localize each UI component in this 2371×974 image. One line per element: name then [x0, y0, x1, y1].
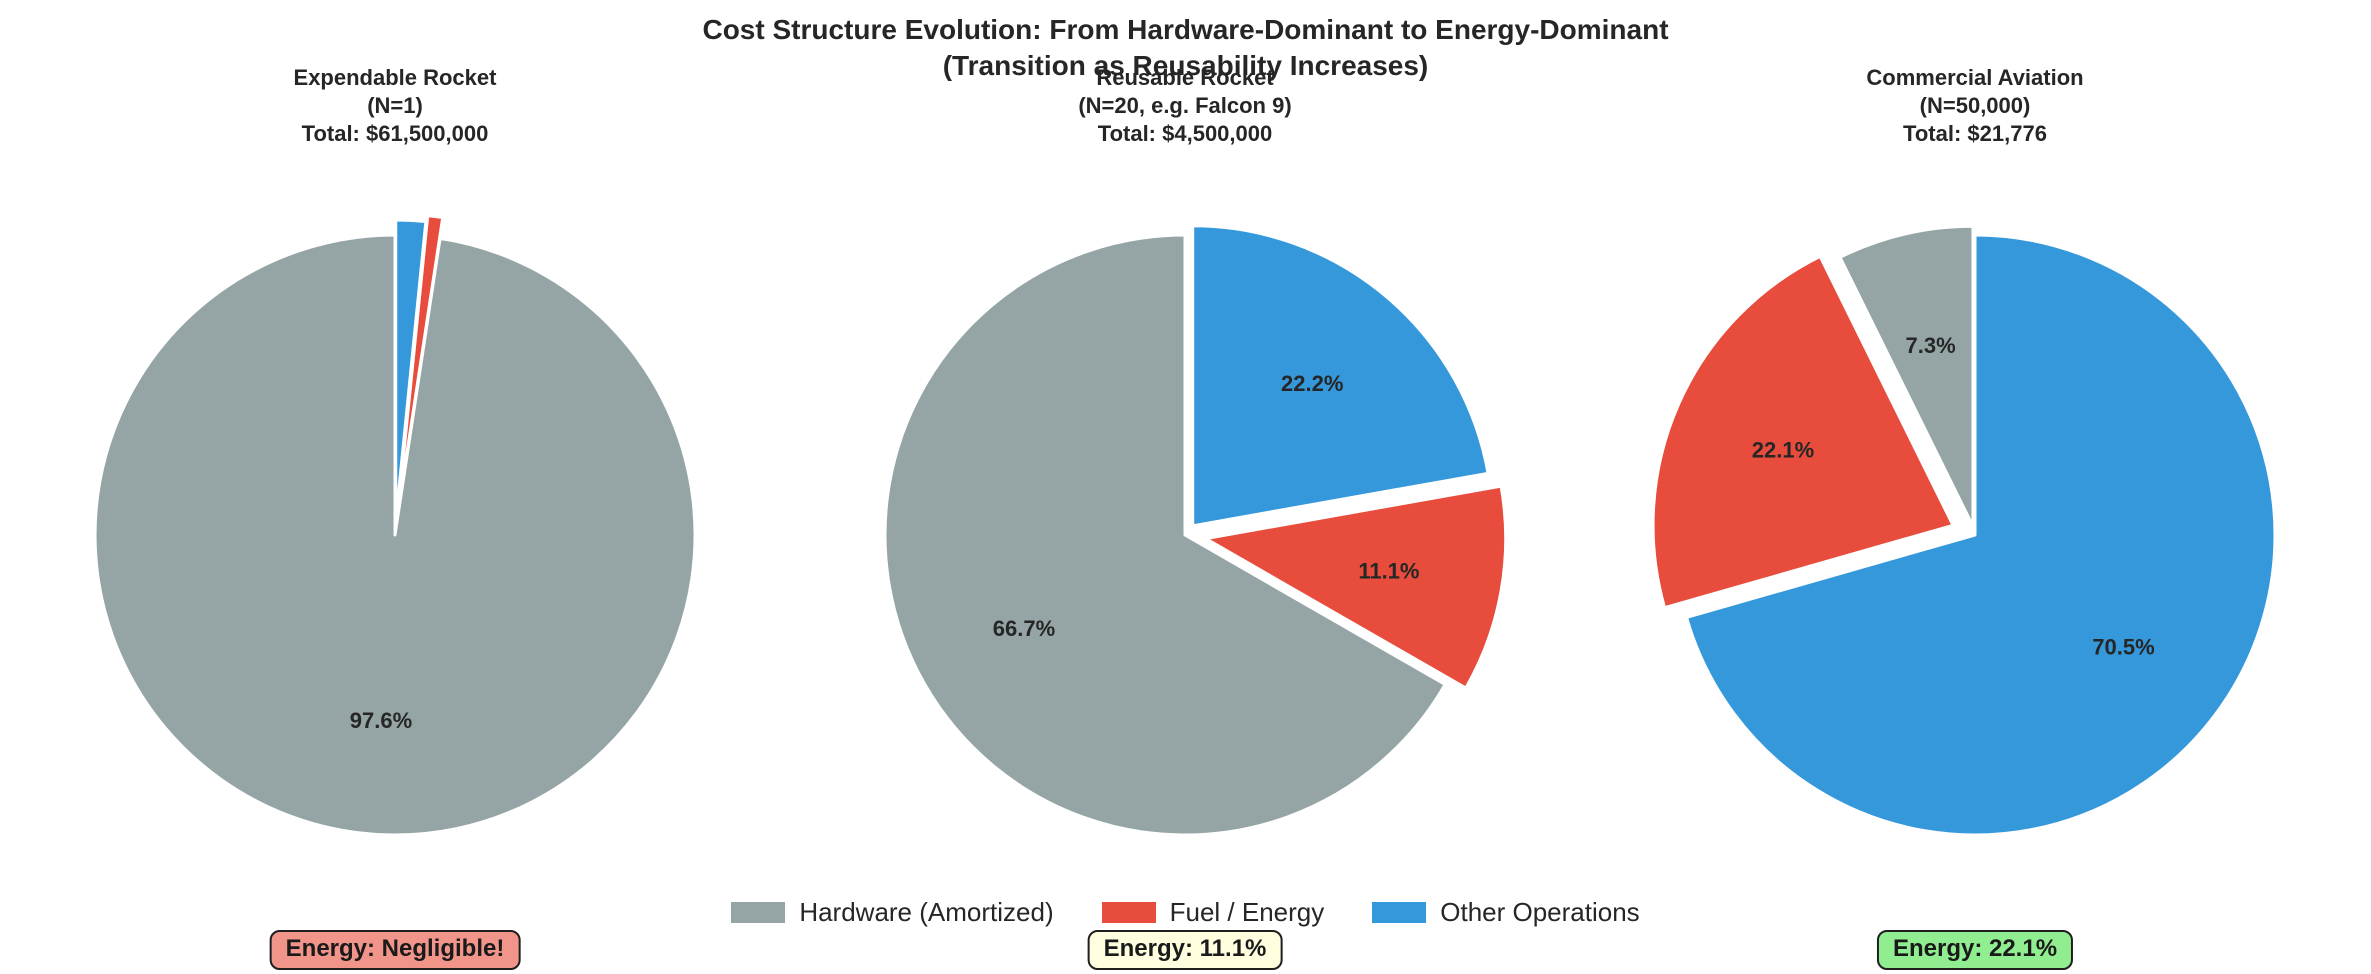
- annotation-energy-11-1: Energy: 11.1%: [1087, 930, 1283, 970]
- legend-item-fuel-energy: Fuel / Energy: [1101, 897, 1325, 928]
- legend-swatch-fuel-energy: [1101, 902, 1156, 923]
- subplot-title-line: Reusable Rocket: [1096, 65, 1274, 90]
- pie-slice-other-operations: [394, 218, 428, 522]
- pct-label: 97.6%: [350, 708, 412, 733]
- pie-chart-commercial-aviation: 7.3% 22.1% 70.5%: [1651, 224, 2277, 837]
- subplot-n-line: (N=50,000): [1919, 93, 2031, 118]
- legend-swatch-other-operations: [1372, 902, 1427, 923]
- pie-slice-hardware-amortized: [93, 233, 697, 837]
- subplot-total-line: Total: $4,500,000: [1097, 121, 1273, 146]
- subplot-title-expendable: Expendable Rocket (N=1) Total: $61,500,0…: [45, 64, 745, 148]
- subplot-total-line: Total: $21,776: [1903, 121, 2047, 146]
- subplot-n-line: (N=1): [367, 93, 423, 118]
- figure-title-line1: Cost Structure Evolution: From Hardware-…: [702, 14, 1669, 45]
- subplot-reusable-rocket: Reusable Rocket (N=20, e.g. Falcon 9) To…: [835, 0, 1535, 974]
- pct-label: 7.3%: [1906, 333, 1956, 358]
- legend-label: Fuel / Energy: [1169, 897, 1325, 927]
- subplot-title-aviation: Commercial Aviation (N=50,000) Total: $2…: [1625, 64, 2325, 148]
- pct-label: 22.2%: [1281, 371, 1343, 396]
- subplot-expendable-rocket: Expendable Rocket (N=1) Total: $61,500,0…: [45, 0, 745, 974]
- subplot-title-line: Expendable Rocket: [293, 65, 497, 90]
- legend-swatch-hardware-amortized: [731, 902, 786, 923]
- legend-label: Hardware (Amortized): [799, 897, 1054, 927]
- pie-chart-reusable-rocket: 66.7% 11.1% 22.2%: [883, 224, 1508, 837]
- subplot-total-line: Total: $61,500,000: [301, 121, 489, 146]
- pct-label: 22.1%: [1752, 438, 1814, 463]
- subplot-title-reusable: Reusable Rocket (N=20, e.g. Falcon 9) To…: [835, 64, 1535, 148]
- pie-slice-other-operations: [1191, 224, 1490, 528]
- pct-label: 70.5%: [2092, 635, 2154, 660]
- figure-title-line2: (Transition as Reusability Increases): [942, 50, 1429, 81]
- subplot-title-line: Commercial Aviation: [1866, 65, 2084, 90]
- subplot-n-line: (N=20, e.g. Falcon 9): [1078, 93, 1292, 118]
- legend-label: Other Operations: [1440, 897, 1640, 927]
- pie-slice-hardware-amortized: [883, 233, 1447, 837]
- annotation-energy-negligible: Energy: Negligible!: [269, 930, 521, 970]
- legend-item-other-operations: Other Operations: [1372, 897, 1640, 928]
- subplot-commercial-aviation: Commercial Aviation (N=50,000) Total: $2…: [1625, 0, 2325, 974]
- pct-label: 66.7%: [993, 616, 1055, 641]
- legend: Hardware (Amortized) Fuel / Energy Other O…: [0, 897, 2371, 928]
- legend-item-hardware-amortized: Hardware (Amortized): [731, 897, 1054, 928]
- pie-slice-hardware-amortized: [1838, 224, 1975, 528]
- figure-title: Cost Structure Evolution: From Hardware-…: [0, 12, 2371, 84]
- pie-slice-fuel-energy: [1651, 254, 1955, 610]
- pie-slice-fuel-energy: [1204, 484, 1508, 690]
- pct-label: 11.1%: [1358, 558, 1419, 583]
- pie-slice-fuel-energy: [396, 214, 445, 516]
- annotation-energy-22-1: Energy: 22.1%: [1876, 930, 2074, 970]
- pie-chart-expendable-rocket: 97.6%: [93, 214, 697, 837]
- pie-slice-other-operations: [1685, 233, 2277, 837]
